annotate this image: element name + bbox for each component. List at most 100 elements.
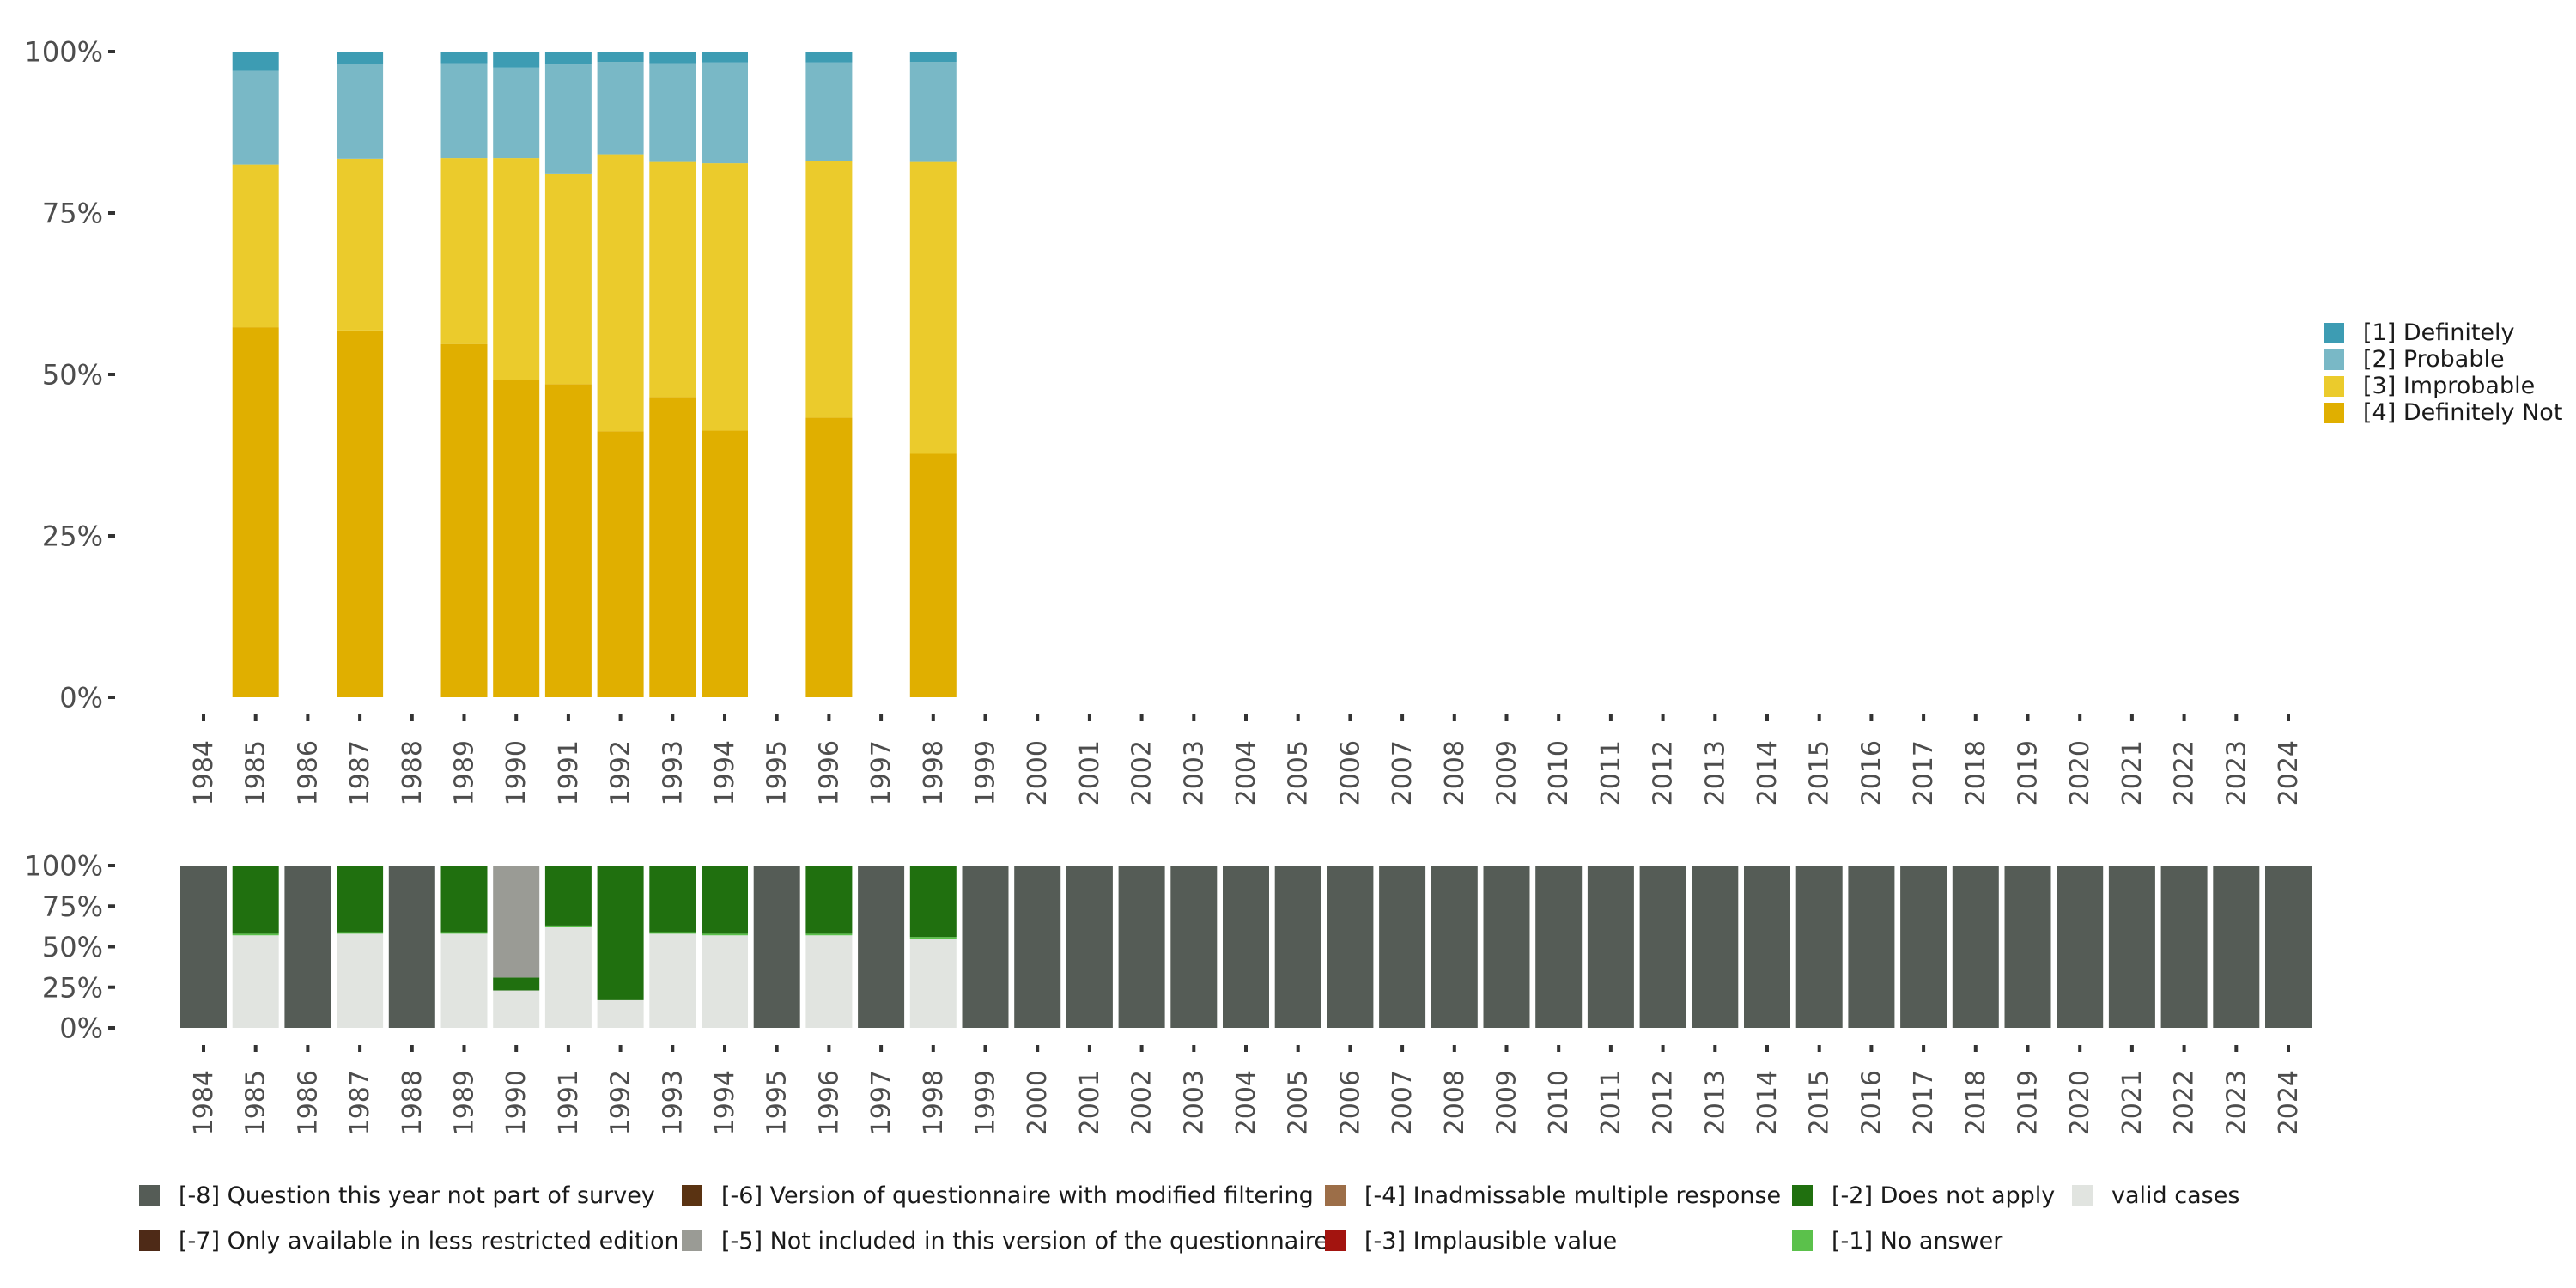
x-tick-label: 1985 (241, 1070, 271, 1135)
x-tick-label: 2018 (1961, 740, 1991, 805)
bar-2016-8-question-this-year-not-part-of-survey (1848, 866, 1895, 1028)
x-tick-label: 1998 (919, 740, 949, 805)
x-tick-label: 2017 (1909, 1070, 1939, 1135)
x-tick-label: 2012 (1649, 1070, 1679, 1135)
x-tick-label: 2021 (2117, 1070, 2148, 1135)
x-tick-label: 1984 (189, 740, 219, 805)
bar-1985-3-improbable (232, 164, 279, 328)
bar-1985-1-definitely (232, 52, 279, 71)
bar-1994-1-no-answer (702, 933, 748, 936)
x-tick-label: 1991 (554, 1070, 584, 1135)
x-tick-label: 2002 (1127, 1070, 1157, 1135)
x-tick-label: 2005 (1284, 1070, 1314, 1135)
x-tick-label: 1994 (710, 1070, 740, 1135)
x-tick-label: 2006 (1335, 1070, 1365, 1135)
x-tick-label: 2008 (1440, 1070, 1470, 1135)
legend-label-6-version-of-questionnaire-with-modified-filtering: [-6] Version of questionnaire with modif… (721, 1182, 1314, 1209)
x-tick-label: 2004 (1231, 1070, 1261, 1135)
x-tick-label: 1985 (241, 740, 271, 805)
x-tick-label: 2023 (2221, 740, 2251, 805)
bottom-chart: 0% 25% 50% 75% 100% 1984 1985 1986 1987 1988 1989 1… (25, 850, 2312, 1135)
legend-swatch-1-no-answer (1792, 1230, 1813, 1251)
legend-label-5-not-included-in-this-version-of-the-questionnaire: [-5] Not included in this version of the… (721, 1228, 1328, 1255)
y-tick-label: 75% (42, 197, 103, 230)
bar-1998-1-no-answer (909, 937, 957, 939)
x-tick-label: 2015 (1805, 1070, 1835, 1135)
bar-1991-3-improbable (544, 173, 592, 385)
x-tick-label: 1999 (971, 1070, 1001, 1135)
legend-label-7-only-available-in-less-restricted-edition: [-7] Only available in less restricted e… (179, 1228, 679, 1255)
bar-1998-2-does-not-apply (909, 866, 957, 938)
y-tick-label: 100% (25, 850, 103, 883)
x-tick-label: 1986 (293, 1070, 323, 1135)
x-tick-label: 1995 (762, 1070, 793, 1135)
bottom-legend: [-8] Question this year not part of surv… (139, 1182, 2239, 1255)
x-tick-label: 1996 (814, 1070, 844, 1135)
bar-1996-3-improbable (805, 161, 853, 418)
x-tick-label: 2001 (1075, 1070, 1105, 1135)
y-tick-label: 100% (25, 36, 103, 69)
y-tick-label: 25% (42, 971, 103, 1004)
x-tick-label: 2002 (1127, 740, 1157, 805)
bar-1993-1-definitely (649, 52, 696, 64)
bar-2011-8-question-this-year-not-part-of-survey (1587, 866, 1634, 1028)
bar-1994-2-probable (702, 62, 748, 164)
bar-1987-3-improbable (337, 158, 384, 331)
legend-swatch-8-question-this-year-not-part-of-survey (139, 1185, 160, 1206)
bar-1984-8-question-this-year-not-part-of-survey (180, 866, 227, 1028)
x-tick-label: 2024 (2274, 1070, 2304, 1135)
bar-1992-3-improbable (597, 154, 644, 432)
bar-2022-8-question-this-year-not-part-of-survey (2160, 866, 2208, 1028)
x-tick-label: 1994 (710, 740, 740, 805)
legend-label-1-no-answer: [-1] No answer (1832, 1228, 2003, 1255)
x-tick-label: 2011 (1596, 740, 1626, 805)
bar-1998-3-improbable (909, 161, 957, 454)
x-tick-label: 2003 (1179, 1070, 1209, 1135)
x-tick-label: 2013 (1700, 1070, 1730, 1135)
x-tick-label: 2000 (1023, 740, 1053, 805)
x-tick-label: 2022 (2170, 1070, 2200, 1135)
x-tick-label: 2011 (1596, 1070, 1626, 1135)
x-tick-label: 2006 (1335, 740, 1365, 805)
legend-label-valid-cases: valid cases (2111, 1182, 2239, 1209)
x-tick-label: 2009 (1492, 1070, 1522, 1135)
bar-2000-8-question-this-year-not-part-of-survey (1014, 866, 1061, 1028)
bar-2002-8-question-this-year-not-part-of-survey (1118, 866, 1165, 1028)
x-tick-label: 2016 (1856, 740, 1886, 805)
bar-1989-4-definitely-not (440, 343, 488, 697)
top-legend: [1] Definitely[2] Probable[3] Improbable… (2324, 319, 2562, 426)
legend-label-8-question-this-year-not-part-of-survey: [-8] Question this year not part of surv… (179, 1182, 655, 1209)
legend-label-2-probable: [2] Probable (2363, 346, 2505, 373)
x-tick-label: 2008 (1440, 740, 1470, 805)
legend-swatch-5-not-included-in-this-version-of-the-questionnaire (682, 1230, 702, 1251)
x-tick-label: 1987 (345, 1070, 375, 1135)
x-tick-label: 1997 (866, 1070, 896, 1135)
bar-1985-2-does-not-apply (232, 866, 279, 934)
x-tick-label: 2022 (2170, 740, 2200, 805)
bar-1987-2-probable (337, 64, 384, 159)
bar-1998-valid-cases (909, 939, 957, 1028)
x-tick-label: 2014 (1753, 740, 1783, 805)
bar-2014-8-question-this-year-not-part-of-survey (1744, 866, 1790, 1028)
bar-1990-valid-cases (493, 990, 540, 1028)
bar-1993-valid-cases (649, 933, 696, 1028)
bar-2008-8-question-this-year-not-part-of-survey (1431, 866, 1478, 1028)
x-tick-label: 1986 (293, 740, 323, 805)
bar-1990-2-probable (493, 67, 540, 159)
x-tick-label: 1990 (501, 740, 532, 805)
bar-2010-8-question-this-year-not-part-of-survey (1535, 866, 1583, 1028)
x-tick-label: 1992 (606, 1070, 636, 1135)
x-tick-label: 1998 (919, 1070, 949, 1135)
x-tick-label: 2000 (1023, 1070, 1053, 1135)
bar-1986-8-question-this-year-not-part-of-survey (284, 866, 331, 1028)
y-tick-label: 50% (42, 359, 103, 392)
bar-1992-1-definitely (597, 52, 644, 63)
x-tick-label: 2024 (2274, 740, 2304, 805)
bar-1993-1-no-answer (649, 932, 696, 934)
bar-1985-2-probable (232, 70, 279, 165)
x-tick-label: 1993 (658, 1070, 688, 1135)
bar-1999-8-question-this-year-not-part-of-survey (962, 866, 1009, 1028)
bar-1989-2-probable (440, 63, 488, 159)
bar-2004-8-question-this-year-not-part-of-survey (1223, 866, 1269, 1028)
x-tick-label: 1988 (398, 740, 428, 805)
